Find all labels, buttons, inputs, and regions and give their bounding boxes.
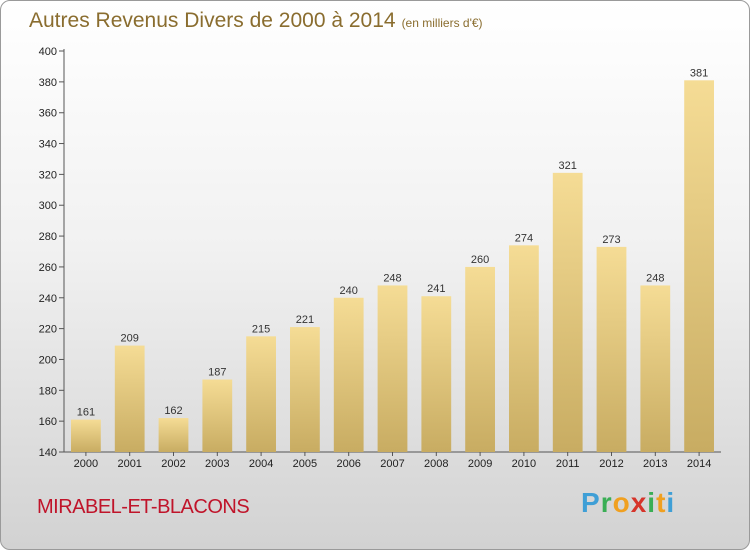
bar	[509, 245, 539, 452]
x-tick-label: 2011	[556, 458, 580, 470]
data-label: 381	[690, 67, 708, 79]
y-tick-label: 220	[39, 324, 57, 336]
x-tick-label: 2010	[512, 458, 536, 470]
x-tick-label: 2000	[74, 458, 98, 470]
x-tick-label: 2001	[117, 458, 141, 470]
chart-bars	[71, 80, 714, 453]
bar	[377, 285, 408, 452]
data-label: 187	[208, 367, 226, 379]
x-tick-label: 2007	[380, 458, 404, 470]
data-label: 215	[252, 323, 270, 335]
x-tick-label: 2013	[643, 458, 667, 470]
data-label: 260	[471, 254, 489, 266]
bar	[684, 80, 714, 453]
x-tick-label: 2004	[249, 458, 273, 470]
y-tick-label: 380	[39, 77, 57, 89]
y-tick-label: 240	[39, 293, 57, 305]
bar	[246, 336, 276, 452]
proxiti-logo: Proxiti	[581, 487, 676, 518]
data-label: 274	[515, 232, 533, 244]
x-tick-label: 2014	[687, 458, 711, 470]
y-tick-label: 320	[39, 169, 57, 181]
y-tick-label: 360	[39, 108, 57, 120]
bar	[596, 246, 627, 452]
y-tick-label: 300	[39, 200, 57, 212]
data-label: 161	[77, 407, 95, 419]
y-tick-label: 200	[39, 354, 57, 366]
chart-title: Autres Revenus Divers de 2000 à 2014 (en …	[29, 9, 483, 33]
y-tick-label: 160	[39, 416, 57, 428]
bar	[640, 285, 671, 452]
data-label: 240	[340, 285, 358, 297]
bar	[71, 419, 101, 452]
x-tick-label: 2003	[205, 458, 229, 470]
bar	[333, 297, 364, 452]
bar	[465, 266, 495, 452]
x-tick-label: 2009	[468, 458, 492, 470]
chart-title-text: Autres Revenus Divers de 2000 à 2014	[29, 9, 396, 32]
y-tick-label: 280	[39, 231, 57, 243]
bar	[552, 172, 583, 453]
bar	[202, 379, 233, 452]
x-tick-label: 2002	[161, 458, 185, 470]
data-label: 221	[296, 314, 314, 326]
bar	[158, 418, 189, 452]
x-tick-label: 2008	[424, 458, 448, 470]
bar	[290, 327, 320, 452]
y-tick-label: 340	[39, 139, 57, 151]
y-tick-label: 140	[39, 447, 57, 459]
chart-labels: 161 209 162 187 215 221 240 248 241 260 274 321 273 2…	[77, 67, 709, 418]
data-label: 209	[121, 333, 139, 345]
data-label: 273	[602, 234, 620, 246]
data-label: 241	[427, 283, 445, 295]
y-tick-label: 400	[39, 46, 57, 58]
data-label: 248	[383, 272, 401, 284]
commune-name: MIRABEL-ET-BLACONS	[37, 496, 250, 518]
data-label: 248	[646, 272, 664, 284]
y-tick-label: 260	[39, 262, 57, 274]
y-tick-label: 180	[39, 385, 57, 397]
data-label: 162	[164, 405, 182, 417]
x-tick-label: 2005	[293, 458, 317, 470]
data-label: 321	[559, 160, 577, 172]
chart-title-unit: (en milliers d'€)	[401, 16, 483, 30]
bar	[114, 345, 145, 452]
x-tick-label: 2012	[599, 458, 623, 470]
bar	[421, 296, 452, 452]
x-tick-label: 2006	[336, 458, 360, 470]
